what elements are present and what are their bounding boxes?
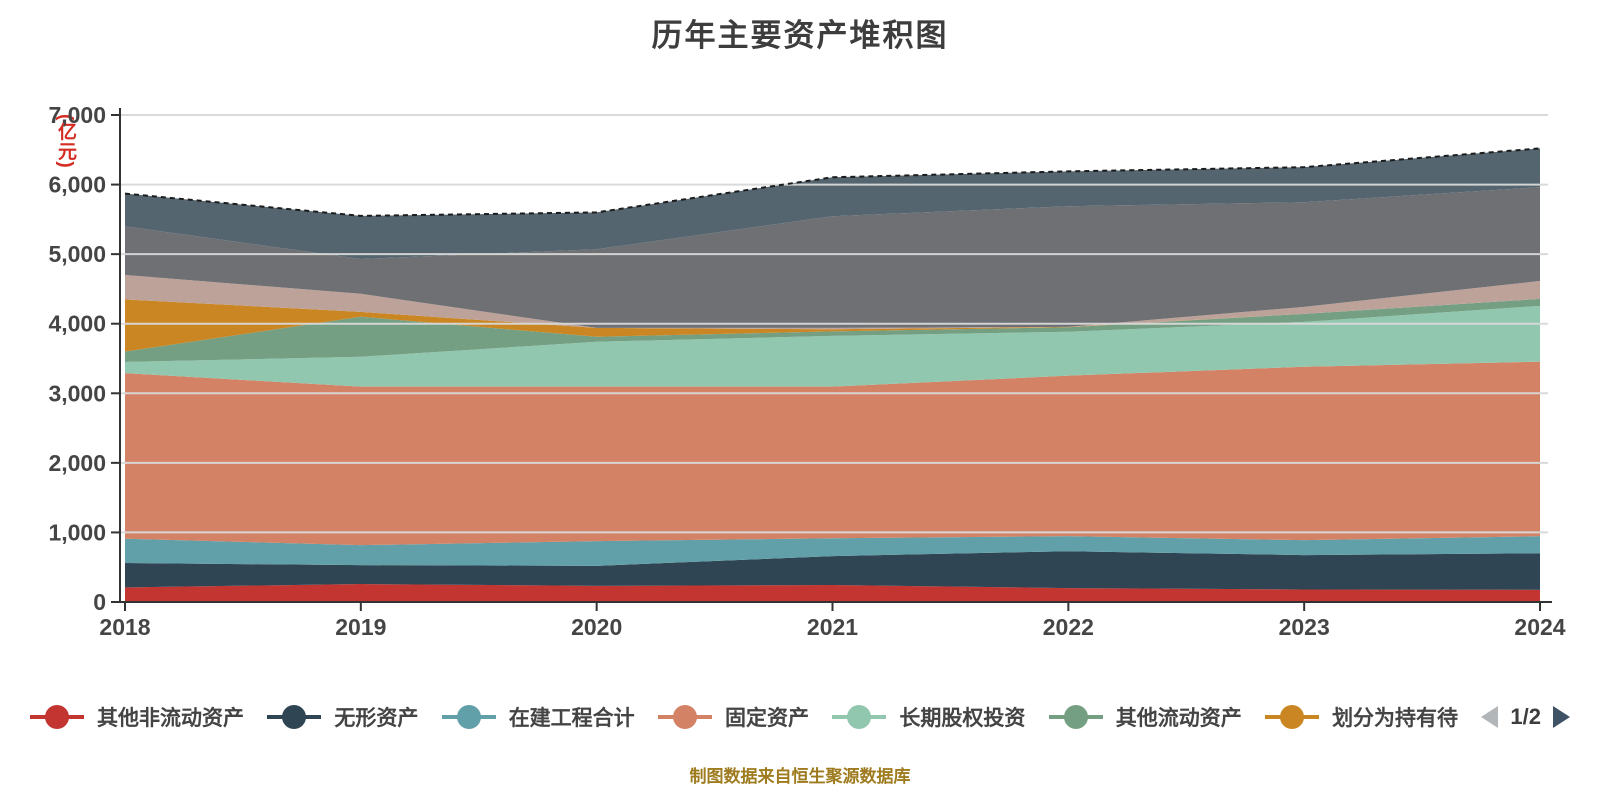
y-tick-label: 6,000 bbox=[48, 172, 106, 198]
stack-total-dashed-line bbox=[124, 147, 1541, 217]
data-source-caption: 制图数据来自恒生聚源数据库 bbox=[689, 767, 911, 786]
area-band-8[interactable] bbox=[125, 275, 1540, 330]
legend-item-2[interactable]: 无形资产 bbox=[267, 702, 418, 732]
legend-item-4[interactable]: 固定资产 bbox=[658, 702, 809, 732]
y-axis-unit-label: (亿元) bbox=[55, 114, 76, 169]
x-tick-label: 2019 bbox=[335, 614, 386, 640]
legend-item-label: 划分为持有待 bbox=[1332, 707, 1459, 730]
area-band-5-长期股权投资[interactable] bbox=[125, 305, 1540, 387]
legend-page-indicator: 1/2 bbox=[1510, 704, 1541, 729]
x-tick-label: 2018 bbox=[99, 614, 150, 640]
legend-item-6[interactable]: 其他流动资产 bbox=[1048, 702, 1242, 732]
area-band-2-无形资产[interactable] bbox=[125, 551, 1540, 590]
area-band-6-其他流动资产[interactable] bbox=[125, 298, 1540, 362]
legend-series-marker-icon bbox=[441, 704, 496, 730]
legend-series-marker-icon bbox=[658, 704, 713, 730]
area-band-9[interactable] bbox=[125, 187, 1540, 328]
y-tick-label: 5,000 bbox=[48, 241, 106, 267]
area-band-3-在建工程合计[interactable] bbox=[125, 536, 1540, 566]
x-tick-label: 2021 bbox=[807, 614, 858, 640]
legend-item-3[interactable]: 在建工程合计 bbox=[441, 702, 635, 732]
chart-title: 历年主要资产堆积图 bbox=[651, 18, 949, 53]
legend-item-5[interactable]: 长期股权投资 bbox=[832, 702, 1025, 732]
legend-series-marker-icon bbox=[267, 704, 322, 730]
legend-item-label: 其他流动资产 bbox=[1115, 707, 1242, 730]
legend-item-1[interactable]: 其他非流动资产 bbox=[30, 702, 244, 732]
y-tick-label: 0 bbox=[93, 589, 106, 615]
y-tick-label: 1,000 bbox=[48, 519, 106, 545]
y-tick-label: 4,000 bbox=[48, 311, 106, 337]
x-tick-label: 2022 bbox=[1043, 614, 1094, 640]
legend-prev-page-icon[interactable] bbox=[1481, 706, 1499, 728]
legend-series-marker-icon bbox=[30, 704, 84, 730]
x-tick-label: 2024 bbox=[1514, 614, 1565, 640]
legend-item-label: 无形资产 bbox=[334, 707, 419, 730]
area-band-10[interactable] bbox=[125, 148, 1540, 260]
y-tick-label: 3,000 bbox=[48, 380, 106, 406]
x-tick-label: 2023 bbox=[1279, 614, 1330, 640]
area-band-1-其他非流动资产[interactable] bbox=[125, 584, 1540, 602]
x-tick-label: 2020 bbox=[571, 614, 622, 640]
legend-next-page-icon[interactable] bbox=[1553, 706, 1570, 728]
legend-item-label: 在建工程合计 bbox=[508, 707, 635, 730]
legend-item-label: 其他非流动资产 bbox=[97, 707, 244, 730]
area-band-4-固定资产[interactable] bbox=[125, 361, 1540, 546]
y-tick-label: 2,000 bbox=[48, 450, 106, 476]
legend-item-label: 固定资产 bbox=[725, 707, 810, 730]
legend-series-marker-icon bbox=[1265, 704, 1320, 730]
legend-item-label: 长期股权投资 bbox=[899, 707, 1026, 730]
legend-item-7[interactable]: 划分为持有待 bbox=[1265, 702, 1458, 732]
y-tick-label: 7,000 bbox=[48, 102, 106, 128]
legend: 其他非流动资产 无形资产 在建工程合计 固定资产 长期股权投资 其他流动资产 划分为持有待 … bbox=[0, 702, 1600, 732]
legend-series-marker-icon bbox=[832, 704, 887, 730]
legend-pager: 1/2 bbox=[1481, 704, 1570, 730]
legend-series-marker-icon bbox=[1048, 704, 1103, 730]
